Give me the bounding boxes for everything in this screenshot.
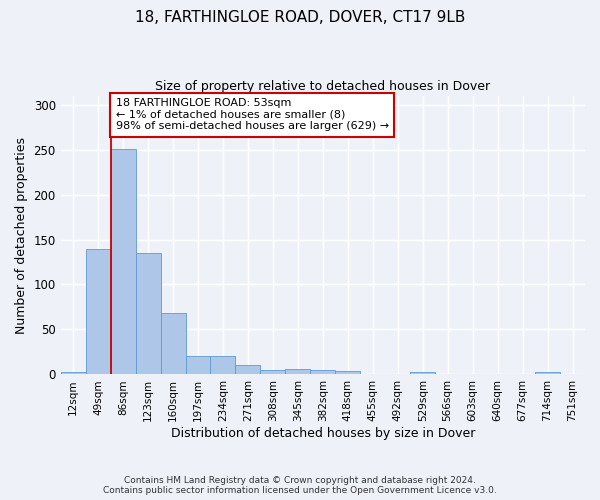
Bar <box>310 370 335 374</box>
Bar <box>110 148 136 374</box>
Y-axis label: Number of detached properties: Number of detached properties <box>15 136 28 334</box>
Bar <box>286 369 310 374</box>
Text: 18 FARTHINGLOE ROAD: 53sqm
← 1% of detached houses are smaller (8)
98% of semi-d: 18 FARTHINGLOE ROAD: 53sqm ← 1% of detac… <box>116 98 389 132</box>
Bar <box>211 356 235 374</box>
Bar <box>185 356 211 374</box>
Text: 18, FARTHINGLOE ROAD, DOVER, CT17 9LB: 18, FARTHINGLOE ROAD, DOVER, CT17 9LB <box>135 10 465 25</box>
Bar <box>161 314 185 374</box>
Bar <box>86 250 110 374</box>
Bar <box>136 253 161 374</box>
Title: Size of property relative to detached houses in Dover: Size of property relative to detached ho… <box>155 80 490 93</box>
Bar <box>260 370 286 374</box>
Bar <box>61 372 86 374</box>
Bar <box>535 372 560 374</box>
Bar <box>335 371 360 374</box>
X-axis label: Distribution of detached houses by size in Dover: Distribution of detached houses by size … <box>170 427 475 440</box>
Text: Contains HM Land Registry data © Crown copyright and database right 2024.
Contai: Contains HM Land Registry data © Crown c… <box>103 476 497 495</box>
Bar <box>410 372 435 374</box>
Bar <box>235 366 260 374</box>
